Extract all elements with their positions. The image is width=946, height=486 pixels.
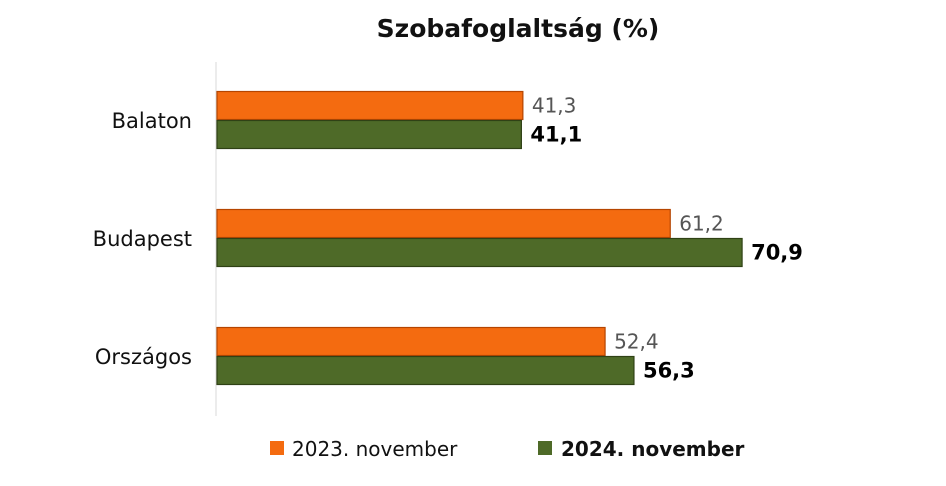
chart-title: Szobafoglaltság (%): [377, 14, 660, 43]
bar-orszagos-2023-november: [216, 326, 606, 357]
legend: 2023. november 2024. november: [270, 437, 745, 461]
legend-label-2023-november: 2023. november: [292, 437, 458, 461]
data-label-budapest-2023-november: 61,2: [679, 212, 724, 236]
data-label-balaton-2024-november: 41,1: [530, 123, 582, 147]
legend-swatch-2023-november: [270, 441, 284, 455]
legend-label-2024-november: 2024. november: [561, 437, 745, 461]
category-label-budapest: Budapest: [93, 227, 192, 251]
bar-budapest-2024-november: [216, 237, 743, 268]
bar-balaton-2023-november: [216, 90, 524, 121]
bars-layer: Balaton 41,3 41,1 Budapest 61,2 70,9 Országos 5…: [93, 90, 803, 386]
bar-orszagos-2024-november: [216, 355, 635, 386]
data-label-balaton-2023-november: 41,3: [532, 94, 577, 118]
data-label-orszagos-2023-november: 52,4: [614, 330, 659, 354]
category-label-balaton: Balaton: [112, 109, 192, 133]
bar-budapest-2023-november: [216, 208, 671, 239]
bar-balaton-2024-november: [216, 119, 522, 150]
legend-swatch-2024-november: [538, 441, 552, 455]
category-label-orszagos: Országos: [95, 345, 192, 369]
data-label-budapest-2024-november: 70,9: [751, 241, 803, 265]
data-label-orszagos-2024-november: 56,3: [643, 359, 695, 383]
